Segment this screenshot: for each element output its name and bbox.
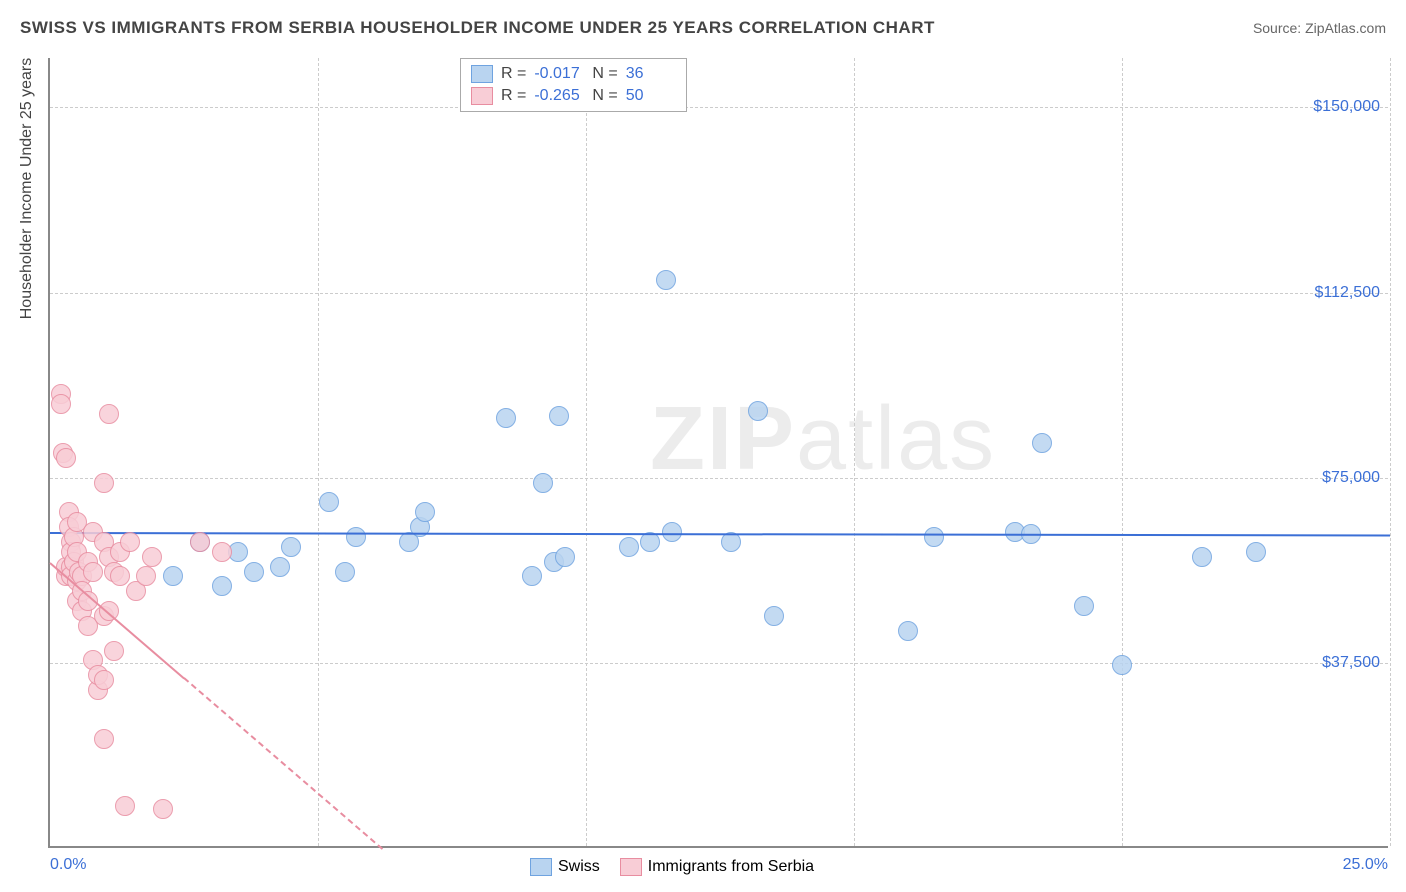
- y-tick-label: $37,500: [1322, 654, 1380, 672]
- scatter-point: [83, 562, 103, 582]
- scatter-point: [656, 270, 676, 290]
- legend-swatch-serbia: [620, 858, 642, 876]
- legend-swatch-swiss: [530, 858, 552, 876]
- r-label: R =: [501, 87, 526, 105]
- scatter-point: [1192, 547, 1212, 567]
- scatter-point: [522, 566, 542, 586]
- gridline-vertical: [318, 58, 319, 846]
- y-tick-label: $150,000: [1313, 98, 1380, 116]
- scatter-point: [1074, 596, 1094, 616]
- gridline-vertical: [586, 58, 587, 846]
- swatch-swiss: [471, 65, 493, 83]
- scatter-point: [244, 562, 264, 582]
- x-max-label: 25.0%: [1343, 856, 1388, 874]
- scatter-point: [110, 566, 130, 586]
- r-value: -0.017: [534, 65, 584, 83]
- n-label: N =: [592, 65, 617, 83]
- scatter-point: [104, 641, 124, 661]
- scatter-point: [281, 537, 301, 557]
- scatter-point: [335, 562, 355, 582]
- scatter-point: [533, 473, 553, 493]
- scatter-point: [415, 502, 435, 522]
- series-legend: Swiss Immigrants from Serbia: [530, 858, 814, 876]
- scatter-point: [136, 566, 156, 586]
- scatter-point: [319, 492, 339, 512]
- legend-label-swiss: Swiss: [558, 858, 600, 876]
- scatter-point: [56, 448, 76, 468]
- chart-plot-area: ZIPatlas R = -0.017 N = 36 R = -0.265 N …: [48, 58, 1388, 848]
- scatter-point: [120, 532, 140, 552]
- scatter-point: [115, 796, 135, 816]
- r-value: -0.265: [534, 87, 584, 105]
- correlation-stats-box: R = -0.017 N = 36 R = -0.265 N = 50: [460, 58, 687, 112]
- n-value: 36: [626, 65, 676, 83]
- watermark-rest: atlas: [796, 389, 996, 489]
- scatter-point: [51, 394, 71, 414]
- scatter-point: [163, 566, 183, 586]
- scatter-point: [94, 473, 114, 493]
- scatter-point: [346, 527, 366, 547]
- gridline-horizontal: [50, 293, 1388, 294]
- n-label: N =: [592, 87, 617, 105]
- scatter-point: [496, 408, 516, 428]
- scatter-point: [619, 537, 639, 557]
- y-tick-label: $75,000: [1322, 469, 1380, 487]
- y-axis-label: Householder Income Under 25 years: [18, 58, 36, 319]
- scatter-point: [99, 404, 119, 424]
- scatter-point: [549, 406, 569, 426]
- trend-line: [183, 677, 383, 849]
- legend-item-serbia: Immigrants from Serbia: [620, 858, 814, 876]
- gridline-vertical: [1122, 58, 1123, 846]
- gridline-vertical: [1390, 58, 1391, 846]
- y-tick-label: $112,500: [1314, 284, 1380, 302]
- legend-item-swiss: Swiss: [530, 858, 600, 876]
- swatch-serbia: [471, 87, 493, 105]
- stats-row-serbia: R = -0.265 N = 50: [471, 85, 676, 107]
- scatter-point: [153, 799, 173, 819]
- scatter-point: [190, 532, 210, 552]
- scatter-point: [764, 606, 784, 626]
- scatter-point: [1112, 655, 1132, 675]
- watermark-bold: ZIP: [650, 389, 796, 489]
- scatter-point: [94, 670, 114, 690]
- scatter-point: [270, 557, 290, 577]
- scatter-point: [662, 522, 682, 542]
- scatter-point: [212, 542, 232, 562]
- watermark: ZIPatlas: [650, 388, 996, 491]
- source-label: Source: ZipAtlas.com: [1253, 20, 1386, 36]
- trend-line: [50, 532, 1390, 536]
- stats-row-swiss: R = -0.017 N = 36: [471, 63, 676, 85]
- scatter-point: [94, 729, 114, 749]
- scatter-point: [924, 527, 944, 547]
- scatter-point: [555, 547, 575, 567]
- legend-label-serbia: Immigrants from Serbia: [648, 858, 814, 876]
- scatter-point: [748, 401, 768, 421]
- gridline-horizontal: [50, 107, 1388, 108]
- r-label: R =: [501, 65, 526, 83]
- scatter-point: [212, 576, 232, 596]
- n-value: 50: [626, 87, 676, 105]
- gridline-vertical: [854, 58, 855, 846]
- scatter-point: [898, 621, 918, 641]
- gridline-horizontal: [50, 478, 1388, 479]
- chart-title: SWISS VS IMMIGRANTS FROM SERBIA HOUSEHOL…: [20, 18, 935, 38]
- gridline-horizontal: [50, 663, 1388, 664]
- scatter-point: [1246, 542, 1266, 562]
- scatter-point: [142, 547, 162, 567]
- x-min-label: 0.0%: [50, 856, 86, 874]
- scatter-point: [1032, 433, 1052, 453]
